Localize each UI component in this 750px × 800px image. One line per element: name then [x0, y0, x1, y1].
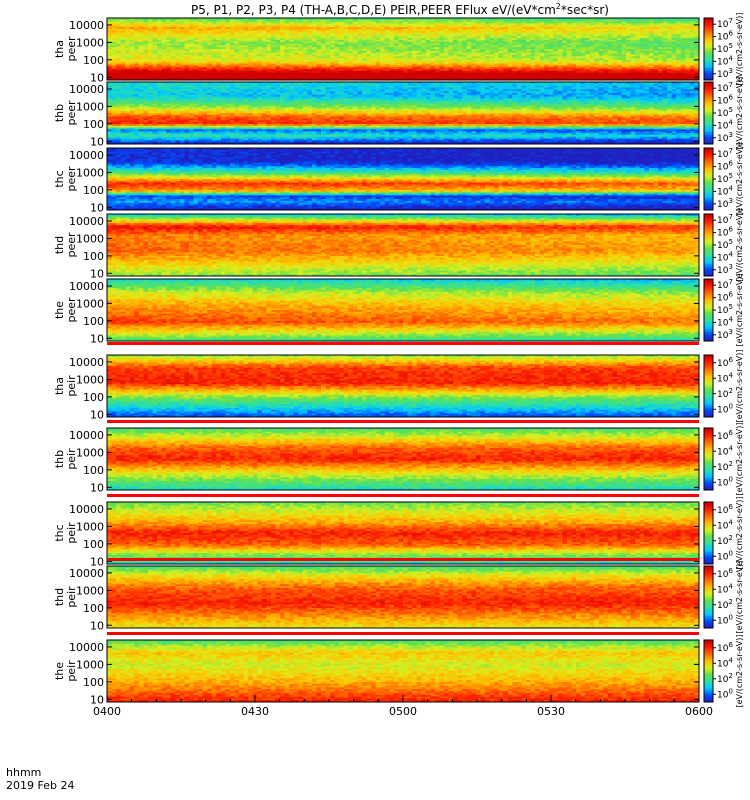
spectrogram-cells — [107, 18, 699, 80]
panel-label: thapeer — [53, 36, 78, 62]
y-tick-label: 100 — [83, 54, 104, 67]
spectrogram-cells — [107, 82, 699, 144]
y-tick-label: 10000 — [69, 19, 104, 32]
colorbar-tick-label: 104 — [717, 54, 733, 67]
colorbar-tick-label: 106 — [717, 30, 733, 43]
colorbar-tick-label: 105 — [717, 42, 733, 55]
spectrogram-figure: P5, P1, P2, P3, P4 (TH-A,B,C,D,E) PEIR,P… — [0, 0, 750, 800]
spectrogram-panel: 10100100010000thbpeer103104105106107 [eV/… — [53, 76, 744, 149]
colorbar-tick-label: 103 — [717, 67, 733, 80]
colorbar-label: [eV/(cm2-s-sr-eV)] — [735, 12, 744, 85]
y-tick-label: 1000 — [76, 36, 104, 49]
colorbar-tick-label: 107 — [717, 17, 733, 30]
colorbar: 103104105106107 [eV/(cm2-s-sr-eV)] — [704, 12, 744, 85]
panel-label-species: peer — [65, 36, 78, 62]
figure-title: P5, P1, P2, P3, P4 (TH-A,B,C,D,E) PEIR,P… — [191, 2, 609, 17]
